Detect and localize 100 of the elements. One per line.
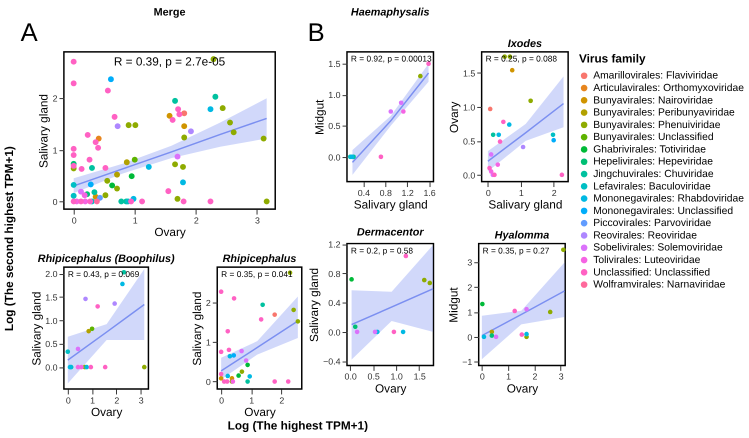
y-tick-label: 3 [467, 258, 472, 268]
text: A [20, 19, 38, 48]
annotation: R = 0.92, p = 0.00013 [350, 54, 432, 64]
point [225, 328, 230, 334]
x-tick-label: 0 [219, 395, 224, 406]
chart-title: Rhipicephalus (Boophilus) [38, 253, 175, 266]
point [86, 156, 92, 163]
point [218, 289, 224, 294]
x-tick-label: 2 [194, 215, 199, 226]
point [102, 192, 108, 198]
x-axis-title: Ovary [375, 382, 407, 396]
point [236, 373, 241, 378]
point [181, 134, 188, 140]
annotation: R = 0.35, p = 0.041 [221, 268, 293, 279]
point [400, 330, 406, 334]
x-tick-label: 2 [279, 395, 284, 406]
point [422, 278, 427, 282]
point [528, 98, 533, 104]
point [70, 182, 77, 188]
legend-label: Bunyavirales: Nairoviridae [593, 95, 714, 106]
point [174, 154, 180, 160]
point [109, 182, 116, 188]
point [166, 112, 173, 119]
x-axis-title: Ovary [90, 406, 122, 420]
y-tick-label: 0.0 [462, 170, 476, 180]
point [82, 192, 88, 198]
legend-label: Mononegavirales: Unclassified [593, 206, 734, 217]
point [550, 132, 556, 138]
point [551, 138, 556, 143]
point [165, 188, 172, 194]
y-tick-label: 0.0 [45, 362, 58, 373]
point [114, 186, 120, 192]
legend-label: Sobelivirales: Solemoviridae [593, 242, 724, 254]
y-tick-label: −0.4 [323, 356, 341, 367]
legend-label: Articulavirales: Orthomyxoviridae [593, 82, 744, 94]
x-tick-label: 2 [114, 395, 120, 406]
y-tick-label: 0.5 [328, 121, 341, 132]
point [218, 376, 224, 381]
x-tick-label: 0 [480, 372, 485, 382]
point [70, 198, 77, 204]
point [112, 301, 117, 306]
chart-title: Dermacentor [356, 226, 424, 238]
point [260, 302, 265, 308]
point [128, 198, 134, 204]
y-tick-label: 2 [52, 94, 58, 104]
point [89, 164, 95, 171]
point [506, 122, 512, 127]
text: Log (The highest TPM+1) [228, 419, 368, 432]
point [490, 132, 496, 138]
point [524, 306, 529, 312]
point [227, 120, 233, 126]
point [225, 374, 230, 378]
point [94, 198, 100, 204]
point [114, 172, 120, 178]
point [84, 132, 91, 138]
text: B [308, 19, 325, 48]
legend-label: Jingchuvirales: Chuviridae [593, 168, 714, 180]
point [245, 362, 250, 368]
point [76, 346, 80, 352]
point [501, 120, 506, 124]
x-axis-title: Ovary [154, 226, 186, 240]
x-tick-label: 0.4 [358, 188, 370, 198]
y-tick-label: 0 [52, 196, 58, 207]
point [108, 76, 114, 82]
point [427, 280, 432, 286]
point [247, 374, 252, 379]
x-tick-label: 1 [518, 188, 524, 198]
point [188, 128, 194, 134]
y-axis-title: Salivary gland [38, 94, 51, 168]
point [172, 98, 178, 104]
y-tick-label: 0 [467, 332, 472, 342]
y-tick-label: 1 [52, 145, 58, 156]
point [83, 296, 88, 302]
annotation: R = 0.2, p = 0.58 [350, 245, 414, 256]
point [401, 109, 406, 114]
y-tick-label: 0.5 [462, 136, 476, 146]
point [272, 379, 277, 384]
point [220, 105, 226, 112]
y-tick-label: 0.4 [328, 298, 341, 308]
point [482, 334, 486, 340]
point [244, 358, 248, 363]
y-axis-title: Salivary gland [308, 268, 322, 342]
y-tick-label: 1 [206, 337, 211, 348]
x-tick-label: 0 [66, 395, 71, 406]
x-tick-label: 3 [138, 395, 144, 406]
x-tick-label: 1.6 [423, 188, 436, 198]
legend-label: Lefavirales: Baculoviridae [593, 181, 711, 192]
legend-label: Reovirales: Reoviridae [593, 230, 698, 242]
point [180, 198, 187, 204]
point [70, 146, 77, 152]
x-axis-title: Ovary [506, 382, 538, 396]
y-tick-label: 1.2 [328, 240, 341, 250]
point [488, 152, 494, 157]
legend-label: Ghabrivirales: Totiviridae [593, 144, 706, 156]
point [560, 172, 564, 178]
point [95, 304, 100, 309]
point [78, 198, 84, 204]
point [498, 139, 502, 144]
x-tick-label: 2 [532, 372, 538, 382]
x-axis-title: Salivary gland [354, 198, 428, 212]
